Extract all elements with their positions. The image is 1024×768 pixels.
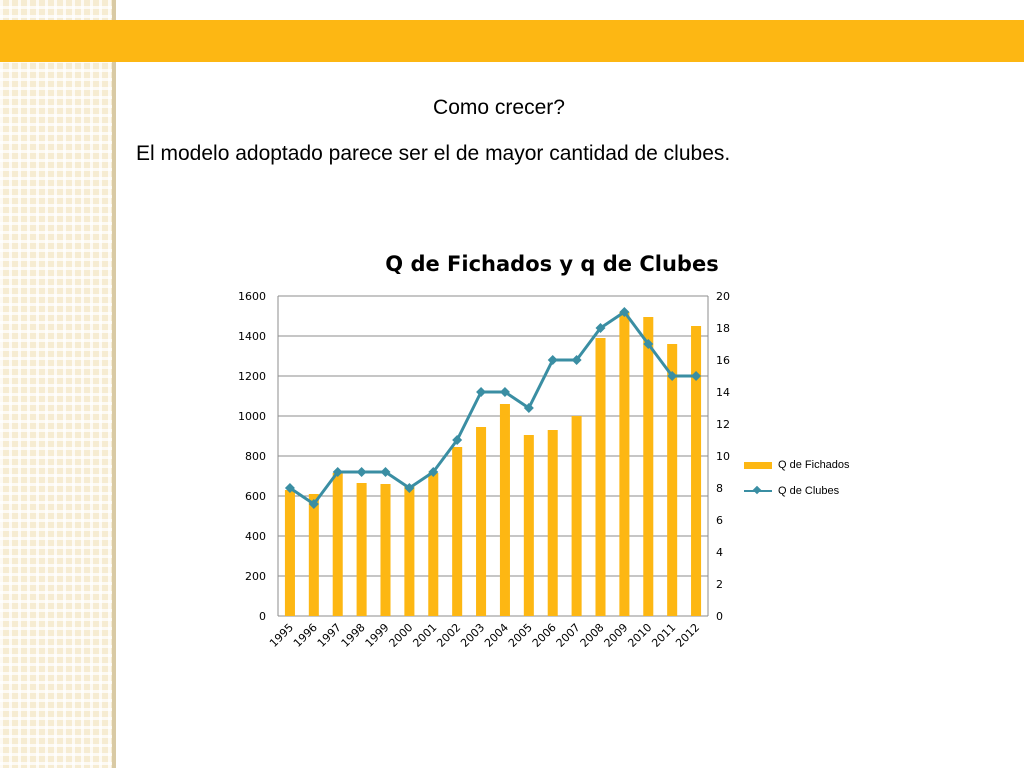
point-clubes	[284, 483, 295, 493]
y-right-tick-label: 16	[716, 354, 730, 367]
bar-fichados	[643, 317, 654, 616]
x-tick-label: 1999	[363, 621, 392, 650]
y-left-tick-label: 800	[245, 450, 266, 463]
x-tick-label: 1997	[315, 621, 344, 650]
y-right-tick-label: 6	[716, 514, 723, 527]
x-tick-label: 1995	[267, 621, 296, 650]
y-right-tick-label: 12	[716, 418, 730, 431]
bar-fichados	[380, 484, 391, 616]
top-accent-band	[0, 20, 1024, 62]
slide-heading: Como crecer?	[433, 96, 565, 119]
y-right-tick-label: 10	[716, 450, 730, 463]
bar-fichados	[332, 473, 343, 616]
point-clubes	[499, 387, 510, 397]
point-clubes	[452, 435, 463, 445]
x-tick-label: 2006	[530, 621, 559, 650]
bar-fichados	[571, 416, 582, 616]
point-clubes	[667, 371, 678, 381]
slide-text: El modelo adoptado parece ser el de mayo…	[136, 142, 731, 165]
legend-item-clubes: Q de Clubes	[744, 478, 850, 504]
x-tick-label: 1996	[291, 621, 320, 650]
bar-fichados	[523, 435, 534, 616]
point-clubes	[332, 467, 343, 477]
y-left-tick-label: 1200	[238, 370, 266, 383]
x-tick-label: 2000	[387, 621, 416, 650]
x-tick-label: 2002	[434, 621, 463, 650]
legend-label-clubes: Q de Clubes	[778, 485, 840, 497]
legend-swatch-bar	[744, 461, 772, 469]
point-clubes	[428, 467, 439, 477]
legend-swatch-line	[744, 486, 772, 496]
y-left-tick-label: 1600	[238, 290, 266, 303]
point-clubes	[643, 339, 654, 349]
point-clubes	[595, 323, 606, 333]
point-clubes	[619, 307, 630, 317]
bar-fichados	[595, 338, 606, 616]
bar-fichados	[356, 483, 367, 616]
x-tick-label: 2001	[410, 621, 439, 650]
y-right-tick-label: 0	[716, 610, 723, 623]
x-tick-label: 2007	[554, 621, 583, 650]
x-tick-label: 2009	[602, 621, 631, 650]
point-clubes	[404, 483, 415, 493]
bar-fichados	[476, 427, 487, 616]
line-clubes	[289, 310, 697, 506]
legend-item-fichados: Q de Fichados	[744, 452, 850, 478]
y-left-tick-label: 1400	[238, 330, 266, 343]
bar-fichados	[499, 404, 510, 616]
bar-fichados	[284, 490, 295, 616]
bar-fichados	[308, 494, 319, 616]
y-left-tick-label: 0	[259, 610, 266, 623]
bar-fichados	[404, 485, 415, 616]
x-tick-label: 2012	[673, 621, 702, 650]
bar-fichados	[547, 430, 558, 616]
bar-fichados	[667, 344, 678, 616]
x-tick-label: 2005	[506, 621, 535, 650]
y-right-tick-label: 4	[716, 546, 723, 559]
x-tick-label: 2003	[458, 621, 487, 650]
point-clubes	[691, 371, 702, 381]
bar-fichados	[619, 312, 630, 616]
point-clubes	[547, 355, 558, 365]
x-tick-label: 2004	[482, 621, 511, 650]
bar-fichados	[428, 473, 439, 616]
point-clubes	[356, 467, 367, 477]
side-pattern-edge	[112, 0, 116, 768]
y-right-tick-label: 8	[716, 482, 723, 495]
y-left-tick-label: 600	[245, 490, 266, 503]
point-clubes	[571, 355, 582, 365]
y-right-tick-label: 20	[716, 290, 730, 303]
bar-fichados	[691, 326, 702, 616]
y-left-tick-label: 200	[245, 570, 266, 583]
x-tick-label: 2011	[649, 621, 678, 650]
point-clubes	[476, 387, 487, 397]
point-clubes	[523, 403, 534, 413]
side-pattern	[0, 0, 112, 768]
chart-title: Q de Fichados y q de Clubes	[385, 252, 719, 276]
x-tick-label: 1998	[339, 621, 368, 650]
x-tick-label: 2008	[578, 621, 607, 650]
y-right-tick-label: 14	[716, 386, 730, 399]
bar-fichados	[452, 447, 463, 616]
y-right-tick-label: 2	[716, 578, 723, 591]
point-clubes	[380, 467, 391, 477]
x-tick-label: 2010	[625, 621, 654, 650]
legend-label-fichados: Q de Fichados	[778, 459, 850, 471]
y-left-tick-label: 1000	[238, 410, 266, 423]
y-right-tick-label: 18	[716, 322, 730, 335]
point-clubes	[308, 499, 319, 509]
chart-legend: Q de Fichados Q de Clubes	[744, 452, 850, 504]
y-left-tick-label: 400	[245, 530, 266, 543]
